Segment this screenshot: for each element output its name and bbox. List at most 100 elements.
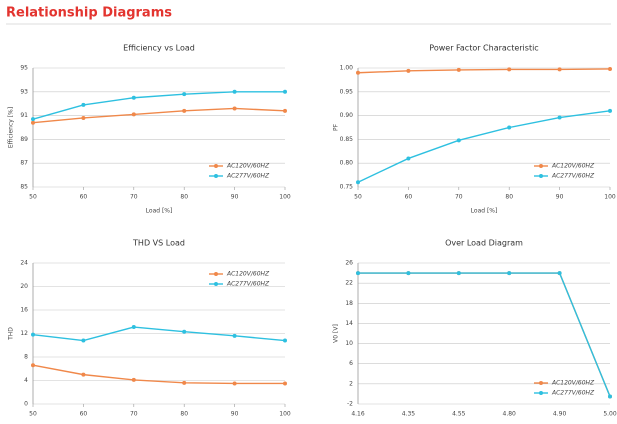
x-tick-label: 90 <box>231 411 239 418</box>
y-tick-label: 18 <box>345 300 353 307</box>
data-point <box>557 271 562 276</box>
y-tick-label: 95 <box>20 65 28 72</box>
y-tick-label: 8 <box>24 354 28 361</box>
data-point <box>406 68 411 73</box>
legend-label: AC277V/60HZ <box>226 281 270 288</box>
legend-marker <box>539 381 543 385</box>
data-point <box>31 117 35 122</box>
data-point <box>131 377 136 382</box>
y-tick-label: 26 <box>345 260 353 267</box>
data-point <box>31 120 35 125</box>
data-point <box>81 102 86 107</box>
legend-label: AC120V/60HZ <box>551 380 595 387</box>
y-axis-label: V0 [V] <box>333 324 340 343</box>
data-point <box>356 70 360 75</box>
data-point <box>456 271 461 276</box>
y-tick-label: 91 <box>20 112 28 119</box>
data-point <box>406 156 411 161</box>
legend-marker <box>214 282 218 286</box>
x-tick-label: 60 <box>80 411 88 418</box>
chart-title: Efficiency vs Load <box>123 44 195 53</box>
x-tick-label: 4.35 <box>402 411 416 418</box>
y-axis-label: PF <box>333 123 340 131</box>
series-line <box>32 364 285 385</box>
data-point <box>232 381 237 386</box>
y-tick-label: 0.90 <box>340 112 354 119</box>
y-tick-label: 2 <box>349 380 353 387</box>
legend-label: AC277V/60HZ <box>551 390 595 397</box>
x-tick-label: 70 <box>455 194 463 201</box>
data-point <box>131 95 136 100</box>
data-point <box>182 380 187 385</box>
x-tick-label: 60 <box>80 194 88 201</box>
y-tick-label: 0.95 <box>340 88 354 95</box>
y-tick-label: 10 <box>345 340 353 347</box>
data-point <box>456 138 461 143</box>
chart-title: Over Load Diagram <box>445 239 523 248</box>
x-tick-label: 4.55 <box>452 411 466 418</box>
series-line <box>32 91 285 120</box>
chart-title: THD VS Load <box>132 239 185 248</box>
x-tick-label: 4.90 <box>553 411 567 418</box>
series-line <box>32 326 286 342</box>
x-tick-label: 4.16 <box>351 411 365 418</box>
x-axis-label: Load [%] <box>146 208 173 215</box>
x-tick-label: 100 <box>279 194 291 201</box>
y-tick-label: 1.00 <box>340 65 354 72</box>
data-point <box>182 108 187 113</box>
data-point <box>131 112 136 117</box>
legend-marker <box>539 174 543 178</box>
y-tick-label: 22 <box>345 280 353 287</box>
x-tick-label: 50 <box>29 194 37 201</box>
data-point <box>283 381 287 386</box>
legend-label: AC277V/60HZ <box>551 173 595 180</box>
legend-label: AC120V/60HZ <box>226 163 270 170</box>
series-line <box>32 107 286 124</box>
x-tick-label: 100 <box>279 411 291 418</box>
x-axis-label: Load [%] <box>471 208 498 215</box>
data-point <box>507 271 512 276</box>
y-tick-label: 0.85 <box>340 136 354 143</box>
y-tick-label: 85 <box>20 184 28 191</box>
series-line <box>358 272 611 397</box>
data-point <box>81 115 86 120</box>
x-tick-label: 90 <box>556 194 564 201</box>
x-tick-label: 60 <box>405 194 413 201</box>
plot-area <box>358 263 610 404</box>
x-tick-label: 50 <box>354 194 362 201</box>
data-point <box>232 333 237 338</box>
y-tick-label: 12 <box>20 330 28 337</box>
data-point <box>131 325 136 330</box>
data-point <box>232 106 237 111</box>
y-tick-label: -2 <box>347 401 353 408</box>
data-point <box>608 108 612 113</box>
x-tick-label: 4.80 <box>503 411 517 418</box>
legend-marker <box>214 272 218 276</box>
data-point <box>356 180 360 185</box>
data-point <box>507 67 512 72</box>
data-point <box>608 394 612 399</box>
x-tick-label: 70 <box>130 194 138 201</box>
x-tick-label: 80 <box>505 194 513 201</box>
legend-marker <box>539 164 543 168</box>
data-point <box>182 329 187 334</box>
legend-marker <box>214 164 218 168</box>
data-point <box>507 125 512 130</box>
data-point <box>283 338 287 343</box>
chart-title: Power Factor Characteristic <box>429 44 538 53</box>
plot-area <box>358 68 610 187</box>
data-point <box>608 66 612 71</box>
data-point <box>31 363 35 368</box>
data-point <box>182 92 187 97</box>
x-tick-label: 70 <box>130 411 138 418</box>
series-line <box>357 110 611 183</box>
x-tick-label: 50 <box>29 411 37 418</box>
y-axis-label: Efficiency [%] <box>8 107 15 148</box>
data-point <box>456 67 461 72</box>
legend-marker <box>539 391 543 395</box>
y-tick-label: 0 <box>24 401 28 408</box>
legend-label: AC120V/60HZ <box>551 163 595 170</box>
x-tick-label: 100 <box>604 194 616 201</box>
